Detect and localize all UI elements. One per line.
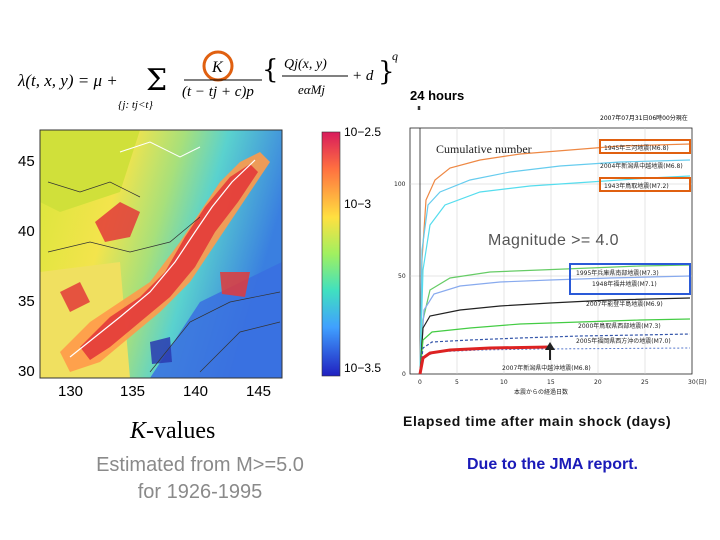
formula-plus-d: + d: [352, 68, 374, 84]
formula-denom: (t − tj + c)p: [182, 84, 254, 100]
chart-header: 2007年07月31日06時00分現在: [600, 114, 688, 122]
legend-item-9: 2007年新潟県中越沖地震(M6.8): [502, 364, 591, 372]
formula-q-numer: Qj(x, y): [284, 57, 327, 72]
estimated-caption: Estimated from M>=5.0 for 1926-1995: [50, 452, 350, 506]
etas-formula: λ(t, x, y) = μ + Σ {j: tj<t} K (t − tj +…: [12, 46, 408, 124]
k-symbol: K: [130, 418, 147, 444]
series-1995-hyogo: [419, 264, 691, 375]
map-x-tick-145: 145: [246, 383, 271, 400]
series-2007-noto: [419, 297, 691, 375]
k-values-caption: K-values: [130, 418, 215, 445]
chart-x-axis-label: 本震からの経過日数: [514, 388, 568, 396]
elapsed-time-caption: Elapsed time after main shock (days): [403, 413, 672, 429]
blue-highlight-box: [569, 263, 691, 295]
jma-caption: Due to the JMA report.: [467, 456, 638, 473]
map-y-tick-30: 30: [18, 363, 35, 380]
series-2004-chuetsu: [419, 159, 691, 375]
formula-lambda: λ(t, x, y) = μ +: [17, 71, 118, 90]
legend-item-5: 1948年福井地震(M7.1): [592, 280, 657, 288]
chart-x-tick-10: 10: [500, 379, 508, 386]
chart-y-tick-100: 100: [394, 181, 406, 188]
colorbar-tick-bottom: 10−3.5: [344, 361, 381, 375]
colorbar-tick-top: 10−2.5: [344, 125, 381, 139]
colorbar-tick-mid: 10−3: [344, 197, 371, 211]
series-2007-chuetsu-oki: [418, 345, 551, 375]
series-1948-fukui: [419, 275, 691, 375]
estimated-line-2: for 1926-1995: [137, 481, 263, 503]
legend-item-8: 2005年福岡県西方沖の地震(M7.0): [576, 337, 671, 345]
chart-inner-label: Cumulative number: [436, 142, 532, 156]
map-y-tick-35: 35: [18, 293, 35, 310]
arrow-label-24h: 24 hours: [410, 88, 465, 103]
formula-numer: K: [211, 59, 224, 76]
formula-exp-q: q: [392, 49, 398, 63]
orange-highlight-box-2: [599, 177, 691, 192]
chart-x-tick-5: 5: [455, 379, 459, 386]
red-series-arrow-icon: [545, 342, 555, 350]
map-y-tick-40: 40: [18, 223, 35, 240]
chart-y-tick-50: 50: [398, 273, 406, 280]
chart-x-tick-0: 0: [418, 379, 422, 386]
svg-text:{: {: [262, 55, 279, 85]
legend-item-6: 2007年能登半島地震(M6.9): [586, 300, 663, 308]
magnitude-label: Magnitude >= 4.0: [488, 232, 619, 249]
cumulative-chart: 2007年07月31日06時00分現在 Cumulative number Ma…: [390, 110, 720, 400]
chart-x-unit: (日): [696, 379, 707, 386]
formula-sum: Σ: [146, 63, 167, 98]
legend-item-7: 2000年鳥取県西部地震(M7.3): [578, 322, 661, 330]
series-1943-tottori: [419, 175, 691, 375]
k-value-map: 45 40 35 30 130 135 140 145 10−2.5 10−3 …: [0, 122, 392, 406]
chart-y-tick-0: 0: [402, 371, 406, 378]
legend-item-4: 1995年兵庫県南部地震(M7.3): [576, 269, 659, 277]
chart-x-tick-25: 25: [641, 379, 649, 386]
legend-item-1: 1945年三河地震(M6.8): [604, 144, 669, 152]
series-2005-fukuoka: [419, 333, 691, 375]
map-x-tick-130: 130: [58, 383, 83, 400]
map-y-tick-45: 45: [18, 153, 35, 170]
chart-x-tick-20: 20: [594, 379, 602, 386]
orange-highlight-box-1: [599, 139, 691, 154]
chart-x-tick-30: 30: [688, 379, 696, 386]
series-1945-mikawa: [419, 143, 691, 375]
legend-item-2: 2004年新潟県中越地震(M6.8): [600, 162, 683, 170]
estimated-line-1: Estimated from M>=5.0: [96, 454, 304, 476]
map-x-tick-135: 135: [120, 383, 145, 400]
legend-item-3: 1943年鳥取地震(M7.2): [604, 182, 669, 190]
map-colorbar: [321, 131, 341, 377]
formula-q-denom: eαMj: [298, 82, 325, 97]
formula-sum-sub: {j: tj<t}: [118, 99, 153, 111]
series-2000-tottori-west: [419, 318, 691, 375]
map-x-tick-140: 140: [183, 383, 208, 400]
chart-x-tick-15: 15: [547, 379, 555, 386]
svg-text:}: }: [378, 57, 395, 87]
k-values-text: -values: [146, 418, 216, 444]
